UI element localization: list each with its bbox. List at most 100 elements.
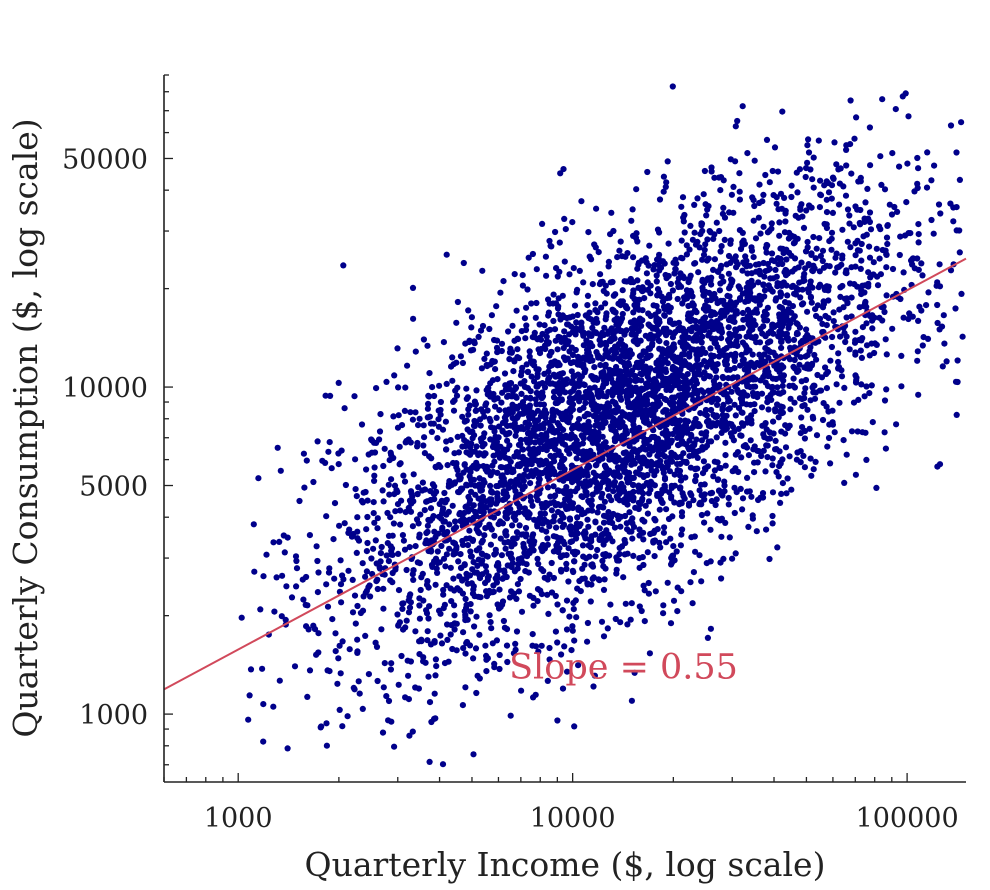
data-point xyxy=(810,233,817,241)
data-point xyxy=(821,286,829,293)
data-point xyxy=(708,281,715,288)
data-point xyxy=(358,421,366,428)
data-point xyxy=(786,453,793,460)
data-point xyxy=(451,620,458,627)
data-point xyxy=(848,428,856,435)
data-point xyxy=(315,649,322,656)
data-point xyxy=(730,467,737,474)
data-point xyxy=(807,455,814,462)
data-point xyxy=(707,558,714,565)
data-point xyxy=(415,422,422,429)
data-point xyxy=(702,201,709,208)
data-point xyxy=(419,487,426,494)
data-point xyxy=(528,498,535,505)
data-point xyxy=(251,568,258,575)
data-point xyxy=(459,413,466,420)
data-point xyxy=(739,506,746,513)
data-point xyxy=(801,435,809,442)
data-point xyxy=(727,342,734,349)
data-point xyxy=(810,466,817,473)
data-point xyxy=(567,538,574,546)
data-point xyxy=(319,457,326,464)
data-point xyxy=(566,331,573,338)
data-point xyxy=(747,362,754,369)
data-point xyxy=(542,499,550,507)
data-point xyxy=(816,268,823,275)
data-point xyxy=(714,459,721,466)
data-point xyxy=(620,375,628,382)
data-point xyxy=(628,528,635,535)
data-point xyxy=(842,338,849,346)
data-point xyxy=(674,608,681,615)
data-point xyxy=(491,532,498,539)
data-point xyxy=(597,424,604,431)
data-point xyxy=(644,373,651,380)
data-point xyxy=(283,583,290,590)
data-point xyxy=(470,559,477,566)
data-point xyxy=(662,183,669,190)
data-point xyxy=(526,353,533,360)
data-point xyxy=(565,545,572,552)
data-point xyxy=(661,446,668,453)
data-point xyxy=(817,177,824,184)
data-point xyxy=(531,362,538,369)
data-point xyxy=(569,387,577,394)
data-point xyxy=(559,312,566,319)
data-point xyxy=(680,214,687,221)
data-point xyxy=(365,671,372,678)
data-point xyxy=(760,191,767,198)
data-point xyxy=(475,333,482,340)
data-point xyxy=(332,630,339,637)
data-point xyxy=(823,385,831,392)
data-point xyxy=(466,402,473,409)
data-point xyxy=(953,411,960,418)
data-point xyxy=(508,478,515,485)
data-point xyxy=(700,251,708,258)
data-point xyxy=(671,557,678,564)
data-point xyxy=(747,437,754,444)
data-point xyxy=(770,330,777,337)
data-point xyxy=(634,449,641,456)
data-point xyxy=(863,383,870,390)
data-point xyxy=(572,597,579,604)
data-point xyxy=(897,295,904,303)
data-point xyxy=(497,464,504,471)
data-point xyxy=(835,358,842,366)
data-point xyxy=(816,315,824,322)
data-point xyxy=(728,421,735,428)
data-point xyxy=(810,154,817,161)
data-point xyxy=(489,377,496,384)
data-point xyxy=(557,464,564,471)
data-point xyxy=(484,553,491,560)
data-point xyxy=(550,394,558,401)
data-point xyxy=(830,318,837,325)
data-point xyxy=(694,465,701,472)
data-point xyxy=(486,521,493,528)
data-point xyxy=(553,545,560,552)
data-point xyxy=(420,654,427,661)
data-point xyxy=(701,358,708,365)
data-point xyxy=(956,249,963,256)
data-point xyxy=(523,304,530,311)
data-point xyxy=(278,613,285,620)
data-point xyxy=(337,670,344,677)
data-point xyxy=(563,560,570,568)
data-point xyxy=(710,473,717,480)
data-point xyxy=(383,693,390,700)
data-point xyxy=(873,341,880,348)
data-point xyxy=(515,453,523,460)
data-point xyxy=(582,530,589,537)
data-point xyxy=(660,329,668,336)
data-point xyxy=(877,226,884,233)
data-point xyxy=(558,651,565,658)
data-point xyxy=(829,421,837,428)
data-point xyxy=(460,469,467,476)
data-point xyxy=(947,122,955,129)
data-point xyxy=(478,550,485,557)
data-point xyxy=(745,523,752,531)
data-point xyxy=(388,545,396,552)
data-point xyxy=(736,196,744,203)
data-point xyxy=(808,204,815,211)
data-point xyxy=(804,308,811,315)
data-point xyxy=(511,512,519,519)
